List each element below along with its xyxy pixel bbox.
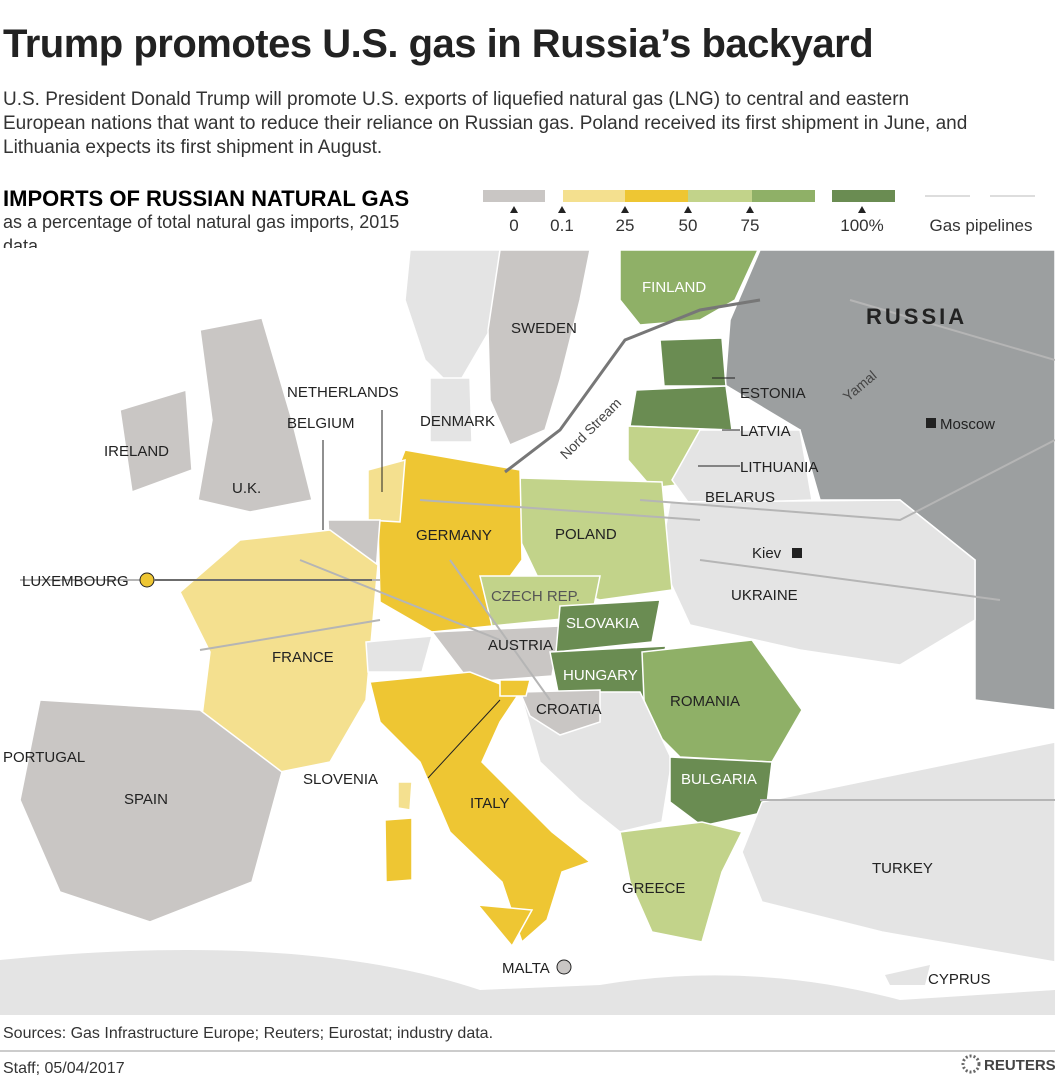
map-label: UKRAINE xyxy=(731,587,798,604)
legend: 0 0.1 25 50 75 100% Gas pipelines xyxy=(483,190,1035,235)
uk xyxy=(197,317,313,513)
map-label: POLAND xyxy=(555,526,617,543)
bulgaria xyxy=(669,756,773,827)
france xyxy=(179,529,379,773)
map-label: ROMANIA xyxy=(670,693,740,710)
estonia xyxy=(659,337,727,387)
map-label: U.K. xyxy=(232,480,261,497)
map-label: CZECH REP. xyxy=(491,588,580,605)
legend-swatch xyxy=(832,190,895,202)
legend-tick: 100% xyxy=(840,216,883,235)
legend-ticks xyxy=(510,206,866,213)
map xyxy=(0,248,1055,1015)
turkey xyxy=(741,741,1055,963)
map-label: IRELAND xyxy=(104,443,169,460)
legend-tick: 0 xyxy=(509,216,518,235)
legend-tick: 0.1 xyxy=(550,216,574,235)
iberia xyxy=(19,699,283,923)
map-label: FRANCE xyxy=(272,649,334,666)
map-label: BELARUS xyxy=(705,489,775,506)
sardinia xyxy=(384,817,413,883)
map-label: ITALY xyxy=(470,795,509,812)
map-label: LATVIA xyxy=(740,423,791,440)
sicily xyxy=(476,904,534,948)
legend-tick: 25 xyxy=(616,216,635,235)
map-label: ESTONIA xyxy=(740,385,806,402)
slovakia xyxy=(555,599,661,653)
map-label: LITHUANIA xyxy=(740,459,818,476)
map-label: TURKEY xyxy=(872,860,933,877)
map-label: LUXEMBOURG xyxy=(22,573,129,590)
map-label: SLOVENIA xyxy=(303,771,378,788)
legend-tick: 75 xyxy=(741,216,760,235)
legend-tick: 50 xyxy=(679,216,698,235)
greece xyxy=(619,821,744,943)
moscow-marker xyxy=(926,418,936,428)
latvia xyxy=(629,385,733,431)
map-label: MALTA xyxy=(502,960,550,977)
denmark xyxy=(429,377,473,443)
credit: Staff; 05/04/2017 xyxy=(3,1060,125,1077)
map-label: FINLAND xyxy=(642,279,706,296)
legend-swatch xyxy=(563,190,625,202)
map-label: SLOVAKIA xyxy=(566,615,639,632)
legend-swatch xyxy=(688,190,752,202)
map-label: Moscow xyxy=(940,416,995,433)
legend-pipelines: Gas pipelines xyxy=(929,216,1032,235)
map-label: DENMARK xyxy=(420,413,495,430)
croatia xyxy=(518,689,601,736)
kiev-marker xyxy=(792,548,802,558)
sweden xyxy=(487,249,591,446)
cyprus xyxy=(885,965,930,985)
netherlands xyxy=(367,458,406,523)
map-label: CYPRUS xyxy=(928,971,991,988)
map-label: SPAIN xyxy=(124,791,168,808)
africa xyxy=(0,950,1055,1015)
luxembourg-marker xyxy=(139,572,155,588)
leader-lines xyxy=(155,377,740,779)
legend-swatch xyxy=(752,190,815,202)
map-label: Kiev xyxy=(752,545,782,562)
title: Trump promotes U.S. gas in Russia’s back… xyxy=(3,22,874,66)
legend-swatch xyxy=(625,190,688,202)
map-label: SWEDEN xyxy=(511,320,577,337)
map-label: BULGARIA xyxy=(681,771,757,788)
subtitle: U.S. President Donald Trump will promote… xyxy=(3,89,968,158)
map-label: AUSTRIA xyxy=(488,637,553,654)
slovenia xyxy=(499,679,531,697)
logo: REUTERS xyxy=(984,1057,1055,1074)
switzerland xyxy=(365,635,434,673)
malta-marker xyxy=(556,959,572,975)
logo-mark xyxy=(961,1054,981,1074)
sources: Sources: Gas Infrastructure Europe; Reut… xyxy=(3,1025,493,1042)
map-label: BELGIUM xyxy=(287,415,355,432)
map-label: NETHERLANDS xyxy=(287,384,399,401)
map-label: CROATIA xyxy=(536,701,602,718)
corsica xyxy=(397,781,413,811)
legend-swatch xyxy=(483,190,545,202)
map-label: GREECE xyxy=(622,880,685,897)
ireland xyxy=(119,389,193,494)
map-label: HUNGARY xyxy=(563,667,638,684)
legend-title: IMPORTS OF RUSSIAN NATURAL GAS xyxy=(3,186,409,211)
nord-stream xyxy=(504,298,761,474)
map-label: GERMANY xyxy=(416,527,492,544)
map-label: PORTUGAL xyxy=(3,749,85,766)
italy xyxy=(369,671,592,944)
map-label: RUSSIA xyxy=(866,304,967,329)
